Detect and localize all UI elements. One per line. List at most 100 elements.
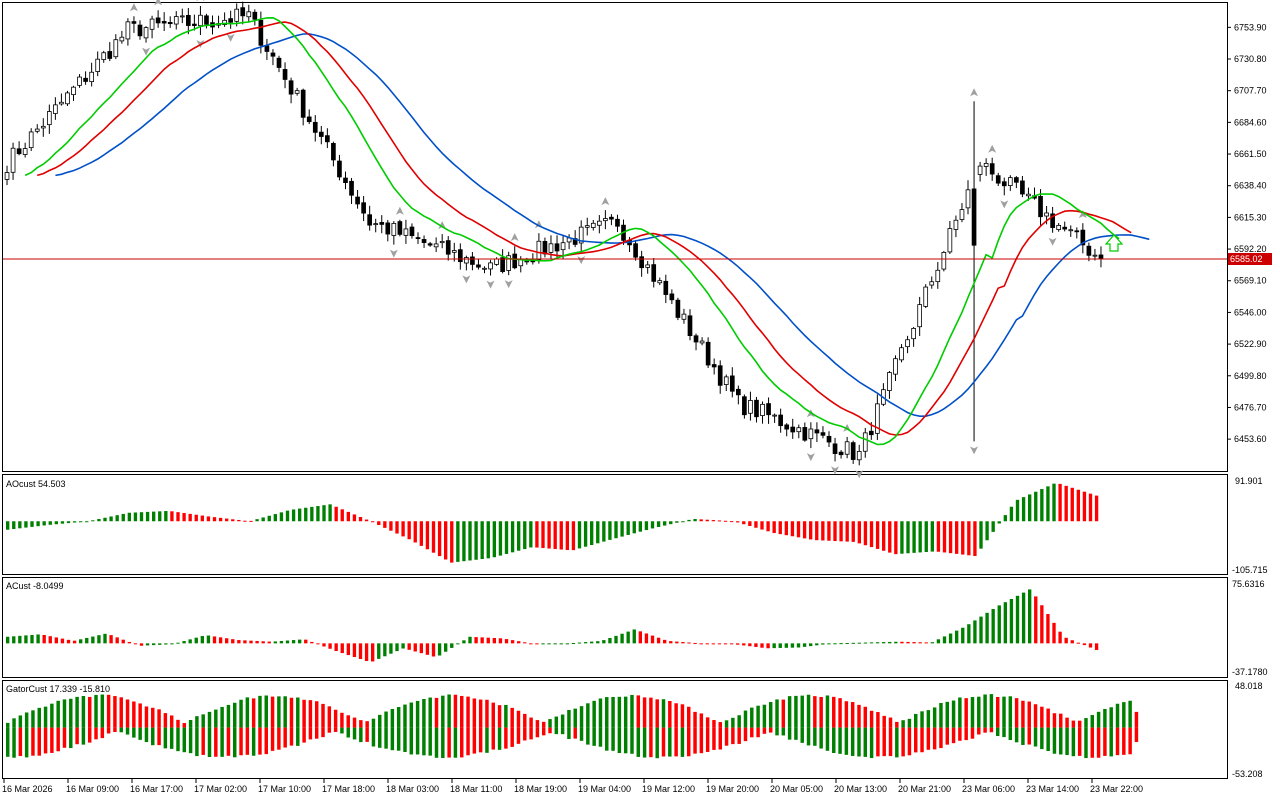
histogram-bar bbox=[1094, 643, 1099, 650]
histogram-bar bbox=[955, 630, 959, 644]
candle-body bbox=[736, 388, 741, 396]
candle-body bbox=[65, 92, 70, 105]
histogram-bar bbox=[565, 643, 570, 645]
gator-lower-bar bbox=[415, 727, 420, 755]
histogram-bar bbox=[352, 514, 357, 522]
gator-lower-bar bbox=[75, 727, 79, 745]
time-axis-label: 17 Mar 18:00 bbox=[322, 784, 375, 794]
histogram-bar bbox=[1082, 491, 1087, 522]
gator-upper-bar bbox=[378, 714, 382, 728]
candle-body bbox=[186, 14, 191, 26]
gator-upper-bar bbox=[384, 711, 388, 728]
gator-lower-bar bbox=[642, 727, 647, 758]
alligator-lips-line bbox=[24, 16, 1120, 446]
histogram-bar bbox=[431, 643, 436, 657]
candle-body bbox=[161, 21, 167, 24]
gator-lower-bar bbox=[983, 727, 987, 733]
histogram-bar bbox=[869, 642, 874, 644]
histogram-bar bbox=[547, 521, 551, 549]
gator-lower-bar bbox=[586, 727, 590, 745]
gator-upper-bar bbox=[523, 713, 527, 728]
histogram-bar bbox=[444, 643, 448, 652]
gator-indicator-label: GatorCust 17.339 -15.810 bbox=[6, 684, 110, 694]
gator-lower-bar bbox=[888, 727, 893, 757]
time-axis: 16 Mar 2026 16 Mar 09:00 16 Mar 17:00 17 Ma… bbox=[2, 779, 1143, 794]
gator-upper-bar bbox=[352, 717, 357, 728]
fractal-up-icon bbox=[510, 233, 519, 242]
candle-body bbox=[312, 121, 318, 133]
histogram-bar bbox=[182, 641, 186, 644]
histogram-bar bbox=[72, 640, 77, 644]
histogram-bar bbox=[736, 521, 740, 523]
histogram-bar bbox=[425, 521, 430, 550]
price-axis-label: 6546.00 bbox=[1234, 307, 1267, 317]
gator-lower-bar bbox=[661, 727, 666, 757]
histogram-bar bbox=[316, 643, 320, 645]
histogram-bar bbox=[1088, 493, 1093, 522]
histogram-bar bbox=[12, 636, 16, 644]
gator-upper-bar bbox=[1128, 700, 1132, 728]
gator-lower-bar bbox=[573, 727, 577, 739]
histogram-bar bbox=[681, 521, 685, 523]
gator-lower-bar bbox=[535, 727, 540, 738]
histogram-bar bbox=[955, 521, 959, 554]
candle-body bbox=[596, 220, 602, 226]
gator-lower-bar bbox=[138, 727, 142, 740]
gator-upper-bar bbox=[857, 704, 861, 728]
ac-indicator-label: ACust -8.0499 bbox=[6, 581, 64, 591]
histogram-bar bbox=[717, 520, 722, 522]
gator-upper-bar bbox=[491, 702, 495, 728]
histogram-bar bbox=[590, 521, 594, 546]
histogram-bar bbox=[912, 521, 916, 553]
gator-upper-bar bbox=[1103, 708, 1107, 728]
histogram-bar bbox=[407, 643, 411, 650]
gator-lower-bar bbox=[907, 727, 912, 756]
candle-body bbox=[270, 52, 276, 57]
histogram-bar bbox=[802, 521, 807, 539]
gator-upper-bar bbox=[510, 707, 514, 728]
histogram-bar bbox=[492, 637, 497, 644]
gator-upper-bar bbox=[794, 695, 798, 728]
histogram-bar bbox=[12, 521, 16, 530]
price-axis-label: 6522.90 bbox=[1234, 339, 1267, 349]
gator-lower-bar bbox=[932, 727, 937, 750]
time-axis-label: 20 Mar 13:00 bbox=[834, 784, 887, 794]
time-axis-label: 19 Mar 12:00 bbox=[642, 784, 695, 794]
histogram-bar bbox=[145, 643, 150, 646]
gator-upper-bar bbox=[995, 697, 1000, 728]
histogram-bar bbox=[133, 512, 138, 522]
fractal-down-icon bbox=[389, 249, 398, 258]
histogram-bar bbox=[590, 641, 594, 644]
candle-body bbox=[300, 89, 306, 118]
gator-lower-bar bbox=[264, 727, 268, 755]
candle-body bbox=[989, 163, 995, 175]
candle-body bbox=[578, 226, 584, 244]
gator-lower-bar bbox=[756, 727, 760, 738]
histogram-bar bbox=[504, 639, 509, 644]
gator-lower-bar bbox=[157, 727, 161, 746]
gator-upper-bar bbox=[970, 697, 975, 728]
gator-upper-bar bbox=[579, 706, 584, 728]
histogram-bar bbox=[206, 516, 211, 522]
ac-indicator-panel[interactable] bbox=[2, 577, 1228, 678]
gator-indicator-panel[interactable] bbox=[2, 680, 1228, 779]
gator-upper-bar bbox=[1021, 700, 1025, 728]
candle-body bbox=[294, 90, 300, 94]
gator-upper-bar bbox=[1002, 696, 1006, 728]
histogram-bar bbox=[961, 627, 965, 644]
histogram-bar bbox=[42, 521, 46, 526]
gator-lower-bar bbox=[541, 727, 546, 736]
histogram-bar bbox=[504, 521, 509, 554]
candle-body bbox=[173, 16, 179, 25]
candle-body bbox=[693, 335, 699, 343]
gator-lower-bar bbox=[731, 727, 735, 745]
gator-lower-bar bbox=[768, 727, 773, 733]
candle-body bbox=[1014, 177, 1019, 183]
histogram-bar bbox=[553, 521, 557, 550]
gator-upper-bar bbox=[81, 696, 86, 728]
histogram-bar bbox=[638, 631, 643, 644]
histogram-bar bbox=[54, 637, 59, 644]
gator-upper-bar bbox=[62, 699, 67, 728]
histogram-bar bbox=[529, 521, 533, 548]
histogram-bar bbox=[30, 634, 34, 644]
